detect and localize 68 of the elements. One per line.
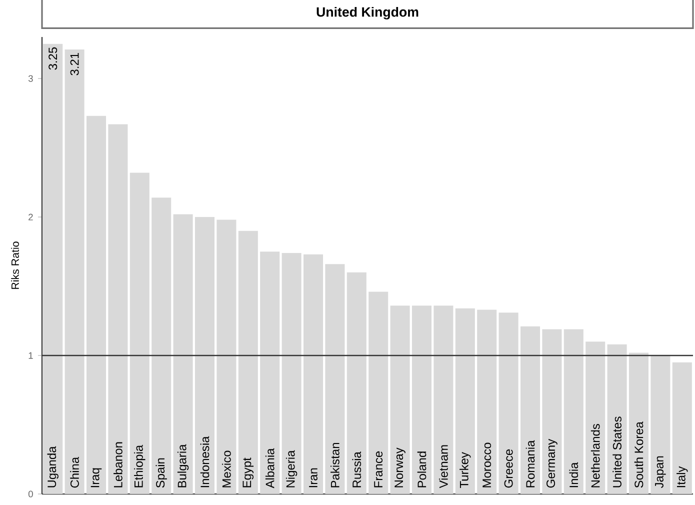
bar [607,344,627,494]
bar [498,312,518,494]
y-tick-label: 1 [28,352,33,359]
x-tick-label: Vietnam [439,445,448,488]
bar [43,44,63,494]
bar [520,326,540,494]
x-tick-label: Germany [546,438,558,488]
bar [108,124,128,494]
x-tick-label: Poland [417,452,426,488]
x-tick-label: Bulgaria [177,444,189,488]
bar [412,306,432,494]
x-tick-label: Morocco [482,442,492,488]
bar [672,362,692,494]
x-tick-label: Indonesia [200,436,210,488]
x-tick-label: Russia [352,452,362,488]
x-tick-label: India [569,462,578,488]
bar [390,306,410,494]
bar [564,329,584,494]
x-tick-label: Greece [504,449,513,488]
x-tick-label: Norway [394,448,406,488]
bar [325,264,345,494]
x-tick-label: Lebanon [114,442,122,488]
bar [152,198,172,494]
y-tick-label: 0 [28,490,33,498]
x-tick-label: China [70,456,79,488]
x-tick-label: Japan [655,456,666,488]
bar [173,214,193,494]
x-tick-label: Italy [676,466,688,488]
bar [368,292,388,494]
bar [346,272,366,494]
x-tick-label: Iran [309,468,318,488]
x-tick-label: South Korea [634,422,644,488]
bar [650,356,670,494]
bar [434,306,454,494]
x-tick-label: Ethiopia [134,444,146,488]
chart-title: United Kingdom [316,6,418,20]
bar [542,329,562,494]
bar [303,254,324,494]
bar [455,308,475,494]
x-tick-label: Spain [156,458,167,488]
y-tick-label: 3 [28,75,33,82]
bar [130,172,150,494]
bar [628,352,649,494]
x-tick-label: Albania [265,448,274,488]
x-tick-label: Netherlands [590,424,600,488]
x-tick-label: Turkey [460,452,471,488]
x-tick-label: United States [612,416,622,488]
bar [216,220,236,494]
y-tick-label: 2 [28,214,33,220]
y-axis-title: Riks Ratio [11,242,19,289]
x-tick-label: Pakistan [330,442,340,488]
x-tick-label: Iraq [90,468,102,488]
bar [260,252,280,494]
x-tick-label: Romania [526,440,535,488]
data-label: 3.21 [70,52,79,76]
x-tick-label: Nigeria [286,450,298,488]
bar [586,342,606,494]
bar [64,49,84,494]
data-label: 3.25 [48,47,58,70]
x-tick-label: Egypt [242,458,254,488]
bar [194,217,215,494]
bar [282,253,302,494]
bar [86,116,106,494]
x-tick-label: France [374,451,383,488]
bar [238,230,258,494]
x-tick-label: Uganda [47,446,58,488]
x-tick-label: Mexico [222,450,231,488]
bar [477,310,497,494]
